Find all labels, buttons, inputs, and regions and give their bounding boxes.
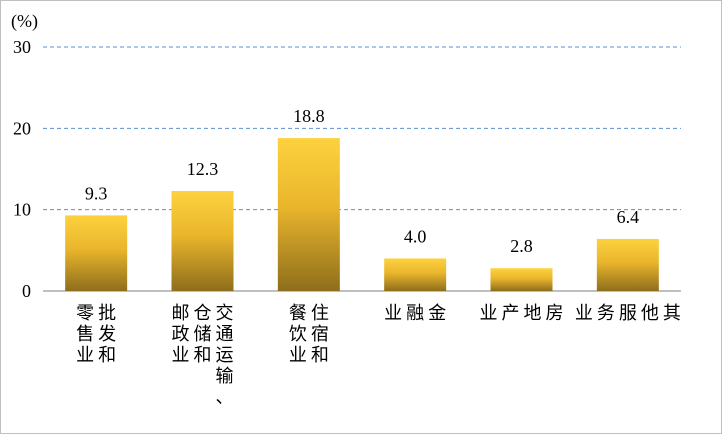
x-category-label: 其 xyxy=(663,303,681,324)
y-axis-unit-label: (%) xyxy=(11,11,38,32)
x-category-label: 发 xyxy=(98,324,116,345)
x-category-label: 房 xyxy=(546,303,564,324)
x-category-label: 政 xyxy=(172,324,190,345)
x-category-label: 输 xyxy=(216,366,234,387)
x-category-label: 务 xyxy=(597,303,615,324)
bar xyxy=(384,258,447,291)
x-category-label: 邮 xyxy=(172,303,190,324)
x-category-label: 储 xyxy=(194,324,212,345)
y-tick-label: 10 xyxy=(13,200,31,220)
x-category-label: 通 xyxy=(216,324,234,345)
x-category-label: 业 xyxy=(384,303,402,324)
bar xyxy=(596,238,659,291)
x-category-label: 仓 xyxy=(194,303,212,324)
bar xyxy=(490,268,553,291)
y-tick-label: 30 xyxy=(13,37,31,57)
bar-value-label: 6.4 xyxy=(617,207,640,227)
x-category-label: 产 xyxy=(502,303,520,324)
bar-value-label: 12.3 xyxy=(187,159,219,179)
x-category-label: 业 xyxy=(76,345,94,366)
x-category-label: 交 xyxy=(216,303,234,324)
x-category-label: 融 xyxy=(406,303,424,324)
x-category-label: 服 xyxy=(619,303,637,324)
x-category-label: 和 xyxy=(311,345,329,366)
y-tick-label: 20 xyxy=(13,118,31,138)
x-category-label: 住 xyxy=(311,303,329,324)
x-category-label: 运 xyxy=(216,345,234,366)
bar-value-label: 18.8 xyxy=(293,106,325,126)
x-category-label: 、 xyxy=(216,387,234,408)
y-tick-label: 0 xyxy=(22,281,31,301)
x-category-label: 和 xyxy=(194,345,212,366)
x-category-label: 业 xyxy=(172,345,190,366)
x-category-label: 批 xyxy=(98,303,116,324)
x-category-label: 零 xyxy=(76,303,94,324)
bar-value-label: 2.8 xyxy=(510,236,533,256)
x-category-label: 和 xyxy=(98,345,116,366)
x-category-label: 业 xyxy=(289,345,307,366)
x-category-label: 业 xyxy=(575,303,593,324)
x-category-label: 宿 xyxy=(311,324,329,345)
bar xyxy=(65,215,128,291)
x-category-label: 业 xyxy=(480,303,498,324)
bar xyxy=(277,138,340,291)
x-category-label: 金 xyxy=(428,303,446,324)
bar xyxy=(171,190,234,291)
x-category-label: 餐 xyxy=(289,303,307,324)
bar-value-label: 9.3 xyxy=(85,183,108,203)
x-category-label: 地 xyxy=(524,303,542,324)
x-category-label: 饮 xyxy=(289,324,307,345)
x-category-label: 他 xyxy=(641,303,659,324)
bar-value-label: 4.0 xyxy=(404,226,427,246)
x-category-label: 售 xyxy=(76,324,94,345)
